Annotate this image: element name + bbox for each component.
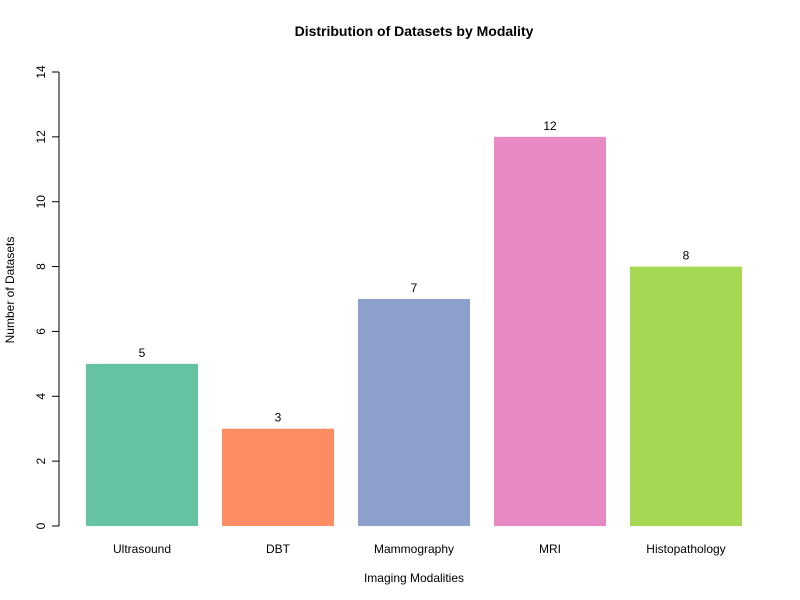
y-axis: 0 2 4 6 8 10 12 14 [34,65,60,529]
y-tick-label: 8 [34,263,48,270]
x-tick-labels-group: Ultrasound DBT Mammography MRI Histopatholog… [113,542,726,556]
y-tick-label: 14 [34,65,48,79]
y-tick-label: 12 [34,130,48,144]
y-tick-label: 4 [34,393,48,400]
bar-ultrasound [86,363,198,526]
x-tick-label-ultrasound: Ultrasound [113,542,171,556]
y-axis-label: Number of Datasets [3,237,17,344]
data-labels-group: 5 3 7 12 8 [139,119,690,425]
x-tick-label-dbt: DBT [266,542,291,556]
x-tick-label-mammography: Mammography [374,542,454,556]
x-tick-label-histopathology: Histopathology [646,542,725,556]
y-tick-label: 10 [34,195,48,209]
data-label-dbt: 3 [275,411,282,425]
x-tick-label-mri: MRI [539,542,561,556]
y-tick-label: 0 [34,522,48,529]
y-tick-label: 2 [34,457,48,464]
data-label-mammography: 7 [411,281,418,295]
data-label-mri: 12 [543,119,557,133]
bar-mammography [358,299,470,526]
bars-group [86,136,742,526]
data-label-histopathology: 8 [683,249,690,263]
bar-dbt [222,428,334,526]
chart-title: Distribution of Datasets by Modality [295,23,534,39]
y-tick-label: 6 [34,328,48,335]
data-label-ultrasound: 5 [139,346,146,360]
x-axis-label: Imaging Modalities [364,571,464,585]
bar-mri [494,136,606,526]
bar-histopathology [630,266,742,526]
